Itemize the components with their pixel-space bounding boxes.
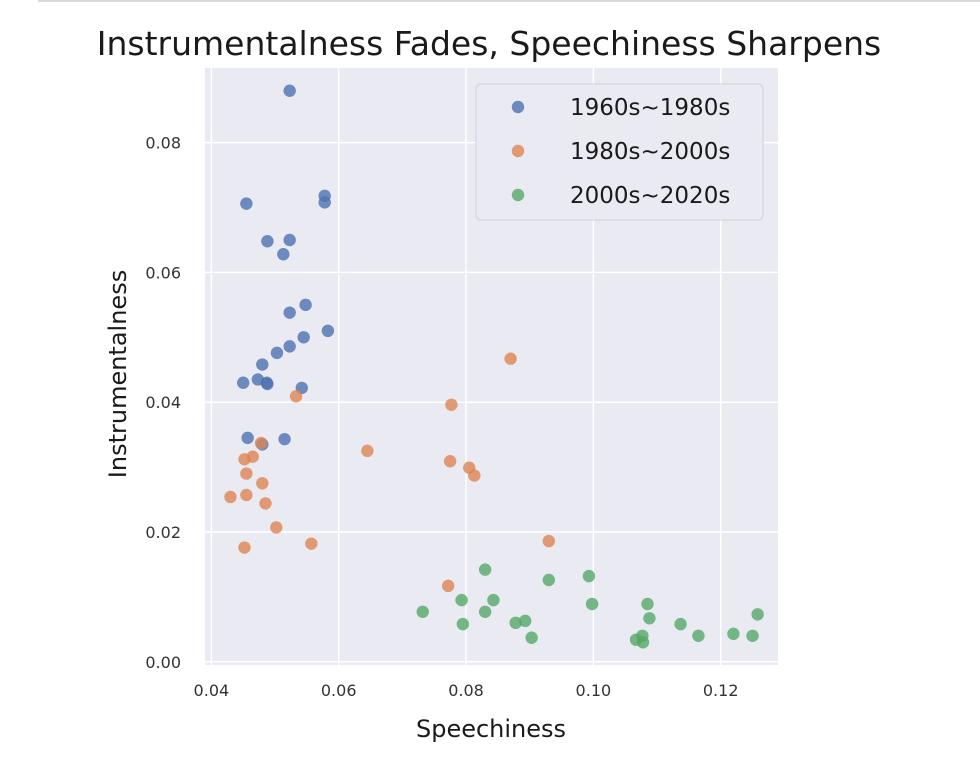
data-point — [727, 627, 740, 641]
x-tick-labels: 0.04 0.06 0.08 0.10 0.12 — [194, 681, 739, 700]
data-point — [237, 376, 250, 389]
data-point — [283, 306, 296, 319]
y-tick-label: 0.02 — [145, 523, 181, 542]
data-point — [416, 605, 429, 618]
data-point — [321, 324, 335, 338]
data-point — [318, 196, 331, 209]
data-point — [674, 617, 687, 631]
chart-title: Instrumentalness Fades, Speechiness Shar… — [97, 24, 881, 63]
data-point — [509, 616, 522, 630]
data-point — [636, 636, 650, 649]
data-point — [277, 248, 290, 261]
data-point — [283, 84, 296, 97]
data-point — [445, 398, 458, 411]
y-tick-label: 0.04 — [145, 393, 181, 412]
legend-box — [475, 83, 764, 221]
data-points — [224, 84, 764, 649]
y-tick-labels: 0.00 0.02 0.04 0.06 0.08 — [145, 134, 181, 672]
y-tick-label: 0.06 — [145, 263, 181, 282]
data-point — [297, 331, 310, 344]
x-tick-label: 0.04 — [194, 681, 230, 700]
data-point — [692, 629, 705, 642]
x-axis-label: Speechiness — [416, 715, 566, 743]
data-point — [270, 521, 283, 534]
data-point — [283, 233, 296, 247]
data-point — [261, 235, 274, 248]
legend-label: 1960s~1980s — [570, 95, 730, 121]
legend-marker — [511, 188, 525, 202]
data-point — [455, 593, 468, 607]
x-tick-label: 0.12 — [703, 681, 739, 700]
data-point — [468, 469, 481, 482]
top-rule — [38, 0, 980, 2]
data-point — [442, 579, 455, 593]
data-point — [487, 593, 500, 607]
data-point — [299, 298, 312, 312]
data-point — [641, 597, 654, 611]
legend-label: 2000s~2020s — [570, 183, 730, 209]
x-tick-label: 0.06 — [321, 681, 357, 700]
data-point — [224, 490, 237, 504]
data-point — [746, 629, 759, 642]
data-point — [751, 608, 764, 621]
data-point — [542, 534, 555, 548]
data-point — [525, 631, 538, 644]
data-point — [278, 432, 291, 446]
y-tick-label: 0.08 — [145, 134, 181, 153]
data-point — [542, 573, 555, 587]
series-1 — [237, 84, 335, 451]
data-point — [238, 453, 251, 466]
x-tick-label: 0.10 — [576, 681, 612, 700]
data-point — [582, 569, 596, 583]
data-point — [240, 467, 253, 480]
legend: 1960s~1980s 1980s~2000s 2000s~2020s — [475, 83, 764, 221]
series-3 — [416, 563, 764, 649]
x-tick-label: 0.08 — [448, 681, 484, 700]
series-2 — [224, 352, 555, 593]
data-point — [256, 358, 269, 371]
data-point — [238, 541, 251, 554]
data-point — [519, 614, 532, 628]
data-point — [305, 537, 318, 550]
data-point — [443, 455, 457, 468]
data-point — [478, 563, 492, 576]
data-point — [478, 605, 492, 618]
data-point — [240, 488, 253, 502]
data-point — [504, 352, 517, 365]
data-point — [241, 431, 254, 445]
y-axis-label: Instrumentalness — [104, 270, 132, 478]
data-point — [270, 346, 284, 360]
data-point — [361, 444, 374, 458]
data-point — [254, 436, 268, 450]
legend-label: 1980s~2000s — [570, 139, 730, 165]
data-point — [256, 477, 269, 490]
legend-marker — [511, 100, 525, 114]
data-point — [585, 597, 599, 611]
data-point — [261, 377, 274, 391]
data-point — [283, 340, 296, 353]
data-point — [259, 497, 272, 510]
data-point — [289, 390, 303, 403]
data-point — [456, 617, 470, 631]
data-point — [643, 612, 656, 625]
legend-marker — [511, 144, 525, 158]
y-tick-label: 0.00 — [145, 653, 181, 672]
data-point — [240, 197, 253, 210]
